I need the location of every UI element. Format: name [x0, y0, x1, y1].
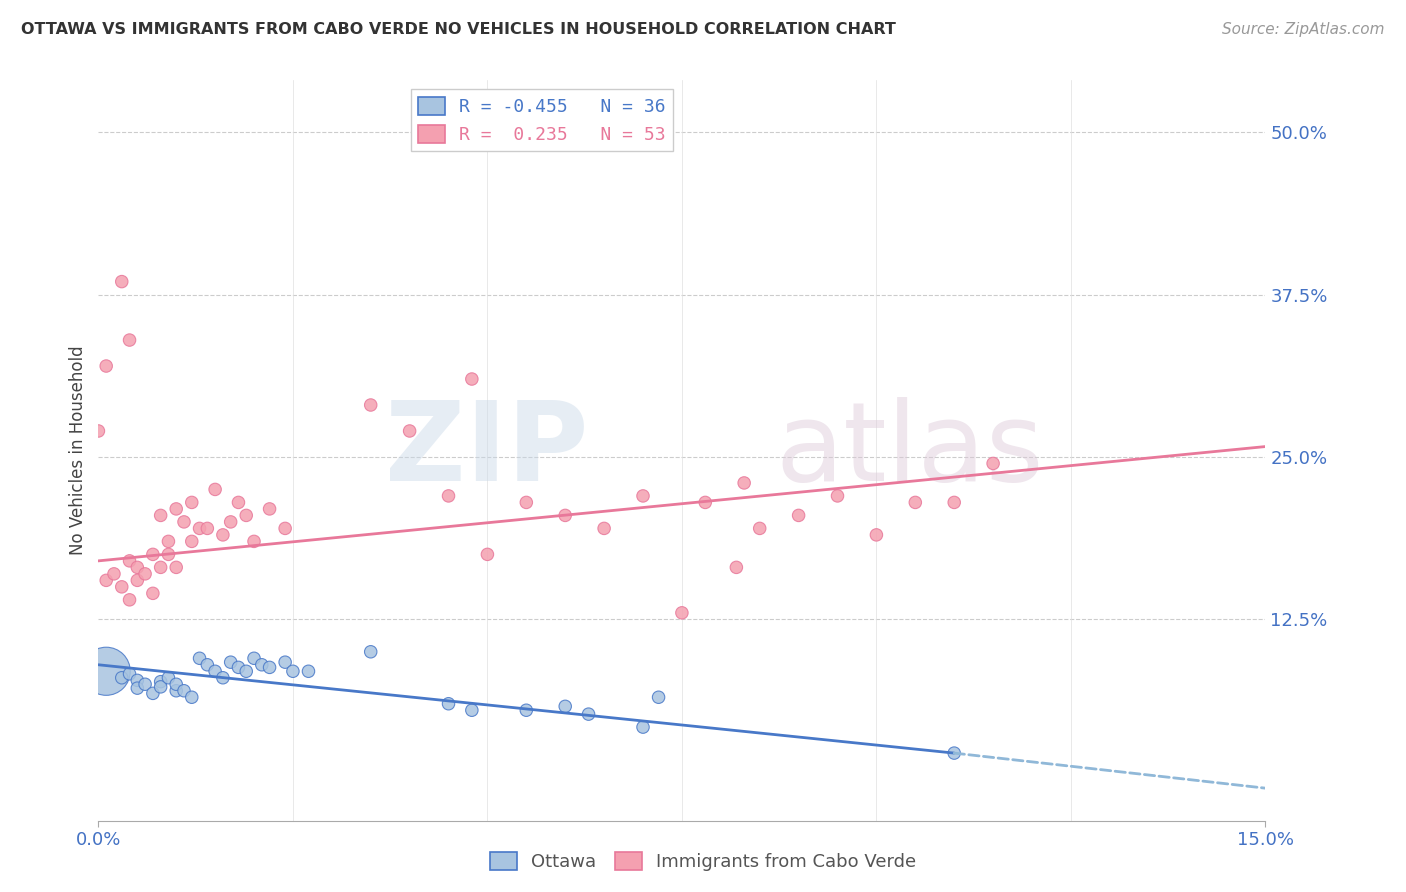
Point	[149, 508, 172, 523]
Point	[259, 502, 281, 516]
Point	[695, 495, 717, 509]
Point	[228, 660, 250, 674]
Point	[515, 703, 537, 717]
Point	[195, 521, 218, 535]
Point	[297, 665, 319, 679]
Text: ZIP: ZIP	[385, 397, 589, 504]
Point	[219, 515, 242, 529]
Point	[157, 671, 180, 685]
Point	[165, 560, 187, 574]
Point	[212, 671, 235, 685]
Text: Source: ZipAtlas.com: Source: ZipAtlas.com	[1222, 22, 1385, 37]
Legend: R = -0.455   N = 36, R =  0.235   N = 53: R = -0.455 N = 36, R = 0.235 N = 53	[411, 89, 673, 152]
Point	[127, 673, 149, 688]
Point	[360, 398, 382, 412]
Point	[647, 690, 669, 705]
Point	[180, 495, 202, 509]
Point	[274, 655, 297, 669]
Point	[228, 495, 250, 509]
Point	[733, 475, 755, 490]
Point	[96, 359, 118, 373]
Point	[127, 560, 149, 574]
Point	[219, 655, 242, 669]
Point	[593, 521, 616, 535]
Point	[631, 489, 654, 503]
Legend: Ottawa, Immigrants from Cabo Verde: Ottawa, Immigrants from Cabo Verde	[482, 845, 924, 879]
Point	[118, 554, 141, 568]
Point	[204, 483, 226, 497]
Point	[943, 746, 966, 760]
Text: atlas: atlas	[775, 397, 1043, 504]
Y-axis label: No Vehicles in Household: No Vehicles in Household	[69, 345, 87, 556]
Point	[748, 521, 770, 535]
Point	[554, 699, 576, 714]
Point	[827, 489, 849, 503]
Point	[204, 665, 226, 679]
Point	[243, 534, 266, 549]
Point	[142, 547, 165, 561]
Point	[118, 592, 141, 607]
Point	[943, 495, 966, 509]
Point	[103, 566, 125, 581]
Point	[149, 680, 172, 694]
Point	[149, 674, 172, 689]
Point	[195, 657, 218, 672]
Point	[281, 665, 304, 679]
Point	[360, 645, 382, 659]
Point	[578, 707, 600, 722]
Point	[142, 686, 165, 700]
Point	[173, 515, 195, 529]
Point	[165, 677, 187, 691]
Point	[165, 502, 187, 516]
Point	[165, 683, 187, 698]
Point	[515, 495, 537, 509]
Point	[787, 508, 810, 523]
Point	[111, 671, 134, 685]
Point	[157, 534, 180, 549]
Point	[96, 665, 118, 679]
Point	[274, 521, 297, 535]
Point	[631, 720, 654, 734]
Point	[134, 566, 156, 581]
Point	[437, 697, 460, 711]
Point	[554, 508, 576, 523]
Point	[212, 528, 235, 542]
Point	[235, 508, 257, 523]
Point	[437, 489, 460, 503]
Point	[461, 703, 484, 717]
Point	[111, 275, 134, 289]
Point	[981, 457, 1004, 471]
Point	[173, 683, 195, 698]
Point	[134, 677, 156, 691]
Point	[111, 580, 134, 594]
Point	[259, 660, 281, 674]
Point	[157, 547, 180, 561]
Point	[398, 424, 420, 438]
Point	[243, 651, 266, 665]
Point	[87, 424, 110, 438]
Point	[96, 574, 118, 588]
Point	[250, 657, 273, 672]
Point	[188, 521, 211, 535]
Point	[235, 665, 257, 679]
Point	[904, 495, 927, 509]
Point	[461, 372, 484, 386]
Point	[188, 651, 211, 665]
Point	[180, 534, 202, 549]
Point	[477, 547, 499, 561]
Point	[865, 528, 887, 542]
Point	[149, 560, 172, 574]
Point	[142, 586, 165, 600]
Point	[118, 666, 141, 681]
Point	[180, 690, 202, 705]
Point	[127, 574, 149, 588]
Text: OTTAWA VS IMMIGRANTS FROM CABO VERDE NO VEHICLES IN HOUSEHOLD CORRELATION CHART: OTTAWA VS IMMIGRANTS FROM CABO VERDE NO …	[21, 22, 896, 37]
Point	[725, 560, 748, 574]
Point	[127, 681, 149, 695]
Point	[671, 606, 693, 620]
Point	[118, 333, 141, 347]
